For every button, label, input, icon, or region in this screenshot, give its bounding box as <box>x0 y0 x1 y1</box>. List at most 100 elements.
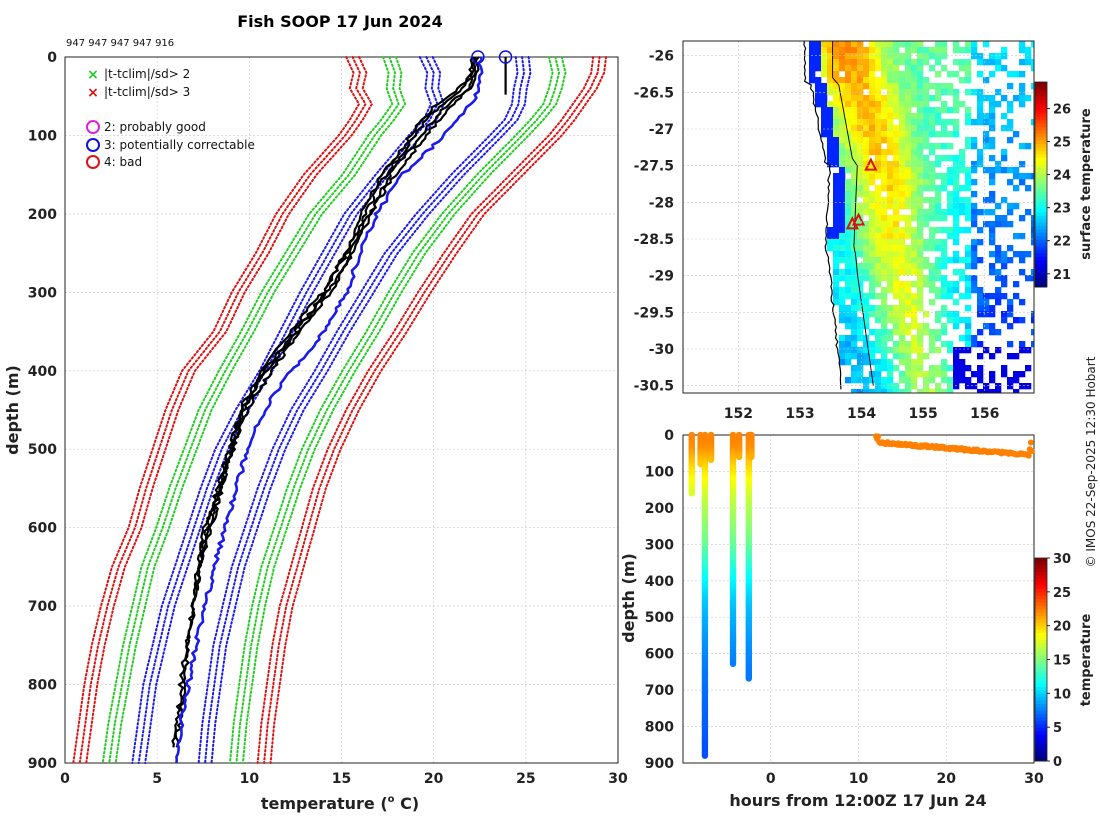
sst-cell <box>905 221 912 228</box>
sst-cell <box>935 263 942 270</box>
sst-cell <box>905 281 912 288</box>
sst-cell <box>917 41 924 48</box>
sst-cell <box>1019 101 1026 108</box>
sst-cell <box>983 167 990 174</box>
sst-cell <box>893 323 900 330</box>
sst-cell <box>923 209 930 216</box>
sst-cell <box>851 125 858 132</box>
sst-cell <box>959 293 966 300</box>
sst-cell <box>833 221 840 228</box>
sst-cell <box>1007 305 1014 312</box>
sst-cell <box>863 377 870 384</box>
sst-cell <box>845 245 852 252</box>
map-x-tick-label: 154 <box>847 406 876 422</box>
sst-cell <box>851 317 858 324</box>
sst-cell <box>959 347 966 354</box>
sst-cell <box>821 119 828 126</box>
sst-cell <box>983 197 990 204</box>
sst-cell <box>935 191 942 198</box>
map-frame <box>682 40 1035 394</box>
sst-cell <box>851 311 858 318</box>
sst-cell <box>893 353 900 360</box>
sst-cell <box>851 41 858 48</box>
y-tick-label: 600 <box>28 521 57 537</box>
sst-cell <box>1031 41 1034 48</box>
sst-cell <box>893 281 900 288</box>
sst-cell <box>953 119 960 126</box>
sst-cell <box>911 251 918 258</box>
sst-cell <box>971 335 978 342</box>
sst-cell <box>965 137 972 144</box>
temp-colorbar-swatch <box>1035 652 1047 657</box>
temp-colorbar-tick-label: 30 <box>1053 552 1071 567</box>
sst-cell <box>923 89 930 96</box>
sst-cell <box>995 269 1002 276</box>
sst-cell <box>821 53 828 60</box>
sst-cell <box>977 329 984 336</box>
sst-cell <box>923 131 930 138</box>
envelope-0 <box>85 56 374 764</box>
sst-cell <box>905 251 912 258</box>
sst-cell <box>935 287 942 294</box>
sst-cell <box>1001 251 1008 258</box>
sst-cell <box>881 167 888 174</box>
sst-cell <box>911 131 918 138</box>
map-y-tick-label: -29.5 <box>634 305 674 321</box>
drop-marker-0 <box>864 157 878 171</box>
sst-cell <box>887 125 894 132</box>
map-x-ticks: 152 153 154 155 156 <box>724 406 1000 422</box>
sst-cell <box>977 149 984 156</box>
map-grid <box>683 41 1034 393</box>
sst-cell <box>977 377 984 384</box>
sst-cell <box>875 161 882 168</box>
temp-colorbar-swatch <box>1035 632 1047 637</box>
sst-cell <box>977 107 984 114</box>
sst-cell <box>851 281 858 288</box>
sst-cell <box>899 191 906 198</box>
sst-cell <box>869 131 876 138</box>
sst-cell <box>875 101 882 108</box>
sst-cell <box>905 353 912 360</box>
sst-cell <box>887 359 894 366</box>
temp-colorbar-swatch <box>1035 588 1047 593</box>
sst-cell <box>917 335 924 342</box>
sst-cell <box>857 365 864 372</box>
sst-cell <box>845 233 852 240</box>
sst-cell <box>923 179 930 186</box>
sst-cell <box>989 155 996 162</box>
sst-cell <box>869 233 876 240</box>
sst-cell <box>905 227 912 234</box>
temperature-profiles <box>171 56 507 764</box>
sst-cell <box>881 149 888 156</box>
y-tick-label: 800 <box>28 678 57 694</box>
sst-cell <box>851 77 858 84</box>
sst-cell <box>965 317 972 324</box>
sst-cell <box>869 101 876 108</box>
sst-cell <box>827 161 834 168</box>
sst-cell <box>965 215 972 222</box>
sst-cell <box>977 113 984 120</box>
sst-cell <box>1019 215 1026 222</box>
sst-cell <box>887 245 894 252</box>
sst-cell <box>869 119 876 126</box>
sst-cell <box>989 389 996 393</box>
sst-cell <box>845 53 852 60</box>
temp-colorbar-swatch <box>1035 591 1047 596</box>
sst-cell <box>869 107 876 114</box>
drop-markers <box>845 157 878 230</box>
sst-cell <box>911 167 918 174</box>
sst-cell <box>851 197 858 204</box>
sst-cell <box>821 47 828 54</box>
sst-cell <box>989 371 996 378</box>
sst-cell <box>953 215 960 222</box>
sst-cell <box>893 107 900 114</box>
sst-cell <box>917 71 924 78</box>
sst-cell <box>845 215 852 222</box>
sst-cell <box>947 203 954 210</box>
sst-cell <box>875 341 882 348</box>
sst-cell <box>935 365 942 372</box>
sst-cell <box>845 305 852 312</box>
sst-cell <box>989 137 996 144</box>
flag-circle-0 <box>471 50 485 64</box>
section-casts <box>688 431 1035 759</box>
